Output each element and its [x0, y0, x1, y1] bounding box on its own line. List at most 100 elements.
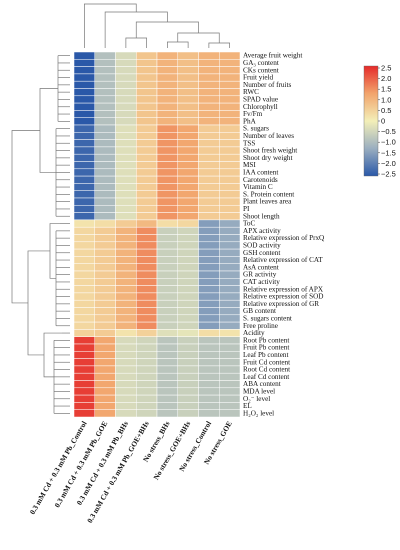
row-label: GB content [243, 307, 276, 315]
heatmap-cell [73, 139, 95, 148]
row-label: Average fruit weight [243, 52, 302, 60]
heatmap-cell [73, 219, 95, 228]
heatmap-cell [136, 146, 158, 155]
heatmap-cell [115, 234, 137, 243]
heatmap-cell [156, 234, 178, 243]
heatmap-cell [115, 321, 137, 330]
heatmap-cell [198, 343, 220, 352]
heatmap-cell [156, 372, 178, 381]
heatmap-cell [177, 102, 199, 111]
heatmap-cell [73, 358, 95, 367]
column-dendrogram-link [84, 3, 137, 48]
heatmap-cell [73, 175, 95, 184]
heatmap-cell [73, 409, 95, 418]
heatmap-cell [156, 365, 178, 374]
heatmap-cell [198, 285, 220, 294]
row-label: Number of leaves [243, 132, 294, 140]
heatmap-cell [156, 241, 178, 250]
heatmap-cell [177, 263, 199, 272]
heatmap-cell [115, 80, 137, 89]
heatmap-cell [156, 226, 178, 235]
heatmap-cell [136, 168, 158, 177]
heatmap-cell [73, 343, 95, 352]
heatmap-cell [156, 321, 178, 330]
heatmap-cell [156, 409, 178, 418]
colorbar-tick-label: 1.0 [381, 95, 391, 104]
heatmap-cell [156, 256, 178, 264]
heatmap-cell [136, 336, 158, 345]
heatmap-cell [94, 51, 116, 60]
heatmap-cell [94, 226, 116, 235]
heatmap-cell [156, 95, 178, 104]
heatmap-cell [73, 329, 95, 337]
heatmap-cell [198, 80, 220, 89]
heatmap-cell [156, 183, 178, 191]
row-label: Relative expression of CAT [243, 256, 323, 264]
heatmap-cell [156, 307, 178, 316]
heatmap-cell [115, 394, 137, 403]
heatmap-cell [115, 307, 137, 316]
heatmap-cell [73, 110, 95, 118]
heatmap-cell [177, 153, 199, 162]
heatmap-cell [177, 66, 199, 75]
heatmap-cell [136, 88, 158, 97]
heatmap-cell [156, 278, 178, 286]
row-dendrogram-link [27, 250, 50, 356]
heatmap-cell [94, 285, 116, 294]
heatmap-cell [198, 314, 220, 323]
heatmap-cell [94, 387, 116, 396]
heatmap-cell [198, 358, 220, 367]
heatmap-cell [198, 117, 220, 126]
heatmap-cell [198, 299, 220, 308]
heatmap-cell [198, 409, 220, 418]
heatmap-cell [115, 168, 137, 177]
heatmap-cell [115, 146, 137, 155]
heatmap-cell [219, 226, 241, 235]
heatmap-cell [73, 183, 95, 191]
heatmap-cell [177, 365, 199, 374]
heatmap-cell [177, 205, 199, 213]
heatmap-cell [73, 124, 95, 133]
heatmap-cell [73, 248, 95, 257]
heatmap-cell [156, 394, 178, 403]
heatmap-cell [219, 372, 241, 381]
heatmap-cell [198, 197, 220, 206]
row-dendrogram [11, 55, 70, 414]
row-label: SOD activity [243, 241, 281, 249]
heatmap-cell [219, 146, 241, 155]
heatmap-cell [219, 124, 241, 133]
heatmap-cell [115, 219, 137, 228]
row-label: MSI [243, 161, 256, 169]
heatmap-cell [219, 161, 241, 170]
heatmap-cell [219, 205, 241, 213]
heatmap-cell [219, 212, 241, 221]
heatmap-cell [136, 80, 158, 89]
heatmap-cell [177, 161, 199, 170]
colorbar-tick-label: 1.5 [381, 85, 391, 94]
heatmap-cell [156, 380, 178, 389]
row-label: CAT activity [243, 278, 280, 286]
heatmap-cell [156, 80, 178, 89]
heatmap-cell [73, 80, 95, 89]
heatmap-cell [115, 409, 137, 418]
colorbar-tick-label: −2.0 [381, 159, 396, 168]
heatmap-cell [136, 270, 158, 279]
heatmap-cell [177, 132, 199, 140]
heatmap-cell [136, 161, 158, 170]
heatmap-cell [94, 219, 116, 228]
heatmap-cell [94, 241, 116, 250]
heatmap-cell [73, 66, 95, 75]
heatmap-cell [198, 110, 220, 118]
heatmap-cell [94, 59, 116, 67]
heatmap-cell [136, 299, 158, 308]
heatmap-cell [115, 190, 137, 199]
row-dendrogram-link [39, 88, 58, 173]
heatmap-cell [136, 321, 158, 330]
heatmap-cell [219, 263, 241, 272]
heatmap-cell [198, 226, 220, 235]
heatmap-cell [198, 59, 220, 67]
heatmap-cell [156, 132, 178, 140]
heatmap-cell [177, 402, 199, 410]
heatmap-cell [156, 299, 178, 308]
